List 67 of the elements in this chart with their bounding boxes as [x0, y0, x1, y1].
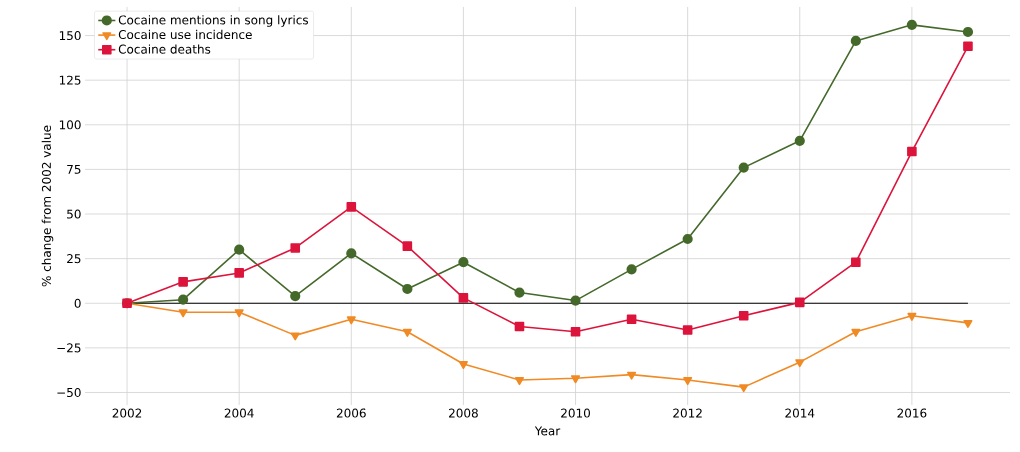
- legend-label: Cocaine use incidence: [118, 29, 252, 40]
- x-axis-title: Year: [534, 426, 561, 436]
- point: [738, 310, 749, 321]
- y-tick-label: −50: [57, 387, 81, 398]
- point: [739, 384, 749, 393]
- point: [627, 371, 637, 380]
- point: [514, 321, 525, 332]
- legend-label: Cocaine mentions in song lyrics: [118, 15, 309, 27]
- y-tick-label: 100: [59, 120, 81, 130]
- point: [458, 257, 469, 268]
- point: [570, 295, 581, 306]
- point: [178, 277, 188, 287]
- point: [626, 264, 637, 275]
- x-tick-label: 2014: [785, 408, 815, 418]
- legend-label: Cocaine deaths: [118, 44, 211, 54]
- point: [402, 241, 413, 251]
- point: [962, 26, 974, 38]
- point: [906, 19, 917, 30]
- y-tick-label: 150: [59, 31, 81, 41]
- y-tick-label: 50: [67, 209, 81, 219]
- y-tick-label: −25: [57, 343, 81, 353]
- point: [346, 202, 357, 212]
- point: [514, 377, 524, 386]
- point: [234, 268, 244, 278]
- point: [851, 257, 861, 268]
- point: [402, 328, 412, 337]
- point: [346, 248, 357, 259]
- y-tick-label: 0: [74, 298, 81, 308]
- x-tick-label: 2008: [449, 408, 478, 418]
- x-tick-label: 2006: [336, 408, 366, 418]
- x-tick-label: 2012: [673, 408, 702, 418]
- x-tick-label: 2004: [224, 408, 254, 418]
- point: [851, 328, 861, 337]
- point: [346, 316, 356, 325]
- y-tick-label: 25: [67, 254, 81, 264]
- point: [234, 309, 244, 318]
- point: [290, 291, 301, 302]
- point: [290, 243, 301, 253]
- point: [234, 244, 245, 255]
- point: [570, 327, 581, 337]
- point: [683, 377, 693, 386]
- x-tick-label: 2002: [112, 408, 142, 418]
- point: [963, 41, 973, 52]
- point: [290, 332, 300, 341]
- point: [682, 325, 693, 335]
- point: [626, 314, 637, 325]
- point: [795, 359, 805, 368]
- point: [458, 293, 469, 303]
- point: [571, 375, 581, 384]
- point: [850, 35, 861, 46]
- point: [402, 283, 413, 295]
- y-tick-label: 125: [59, 75, 81, 85]
- point: [907, 146, 917, 157]
- point: [682, 233, 693, 245]
- point: [794, 297, 805, 308]
- y-axis-title: % change from 2002 value: [41, 125, 54, 287]
- x-tick-label: 2010: [561, 408, 590, 418]
- y-tick-label: 75: [67, 164, 81, 174]
- point: [738, 162, 749, 173]
- point: [963, 319, 973, 328]
- point: [514, 287, 525, 298]
- point: [907, 312, 917, 321]
- point: [178, 294, 189, 305]
- point: [794, 135, 805, 146]
- point: [458, 360, 468, 370]
- x-tick-label: 2016: [897, 408, 927, 418]
- point: [178, 309, 188, 318]
